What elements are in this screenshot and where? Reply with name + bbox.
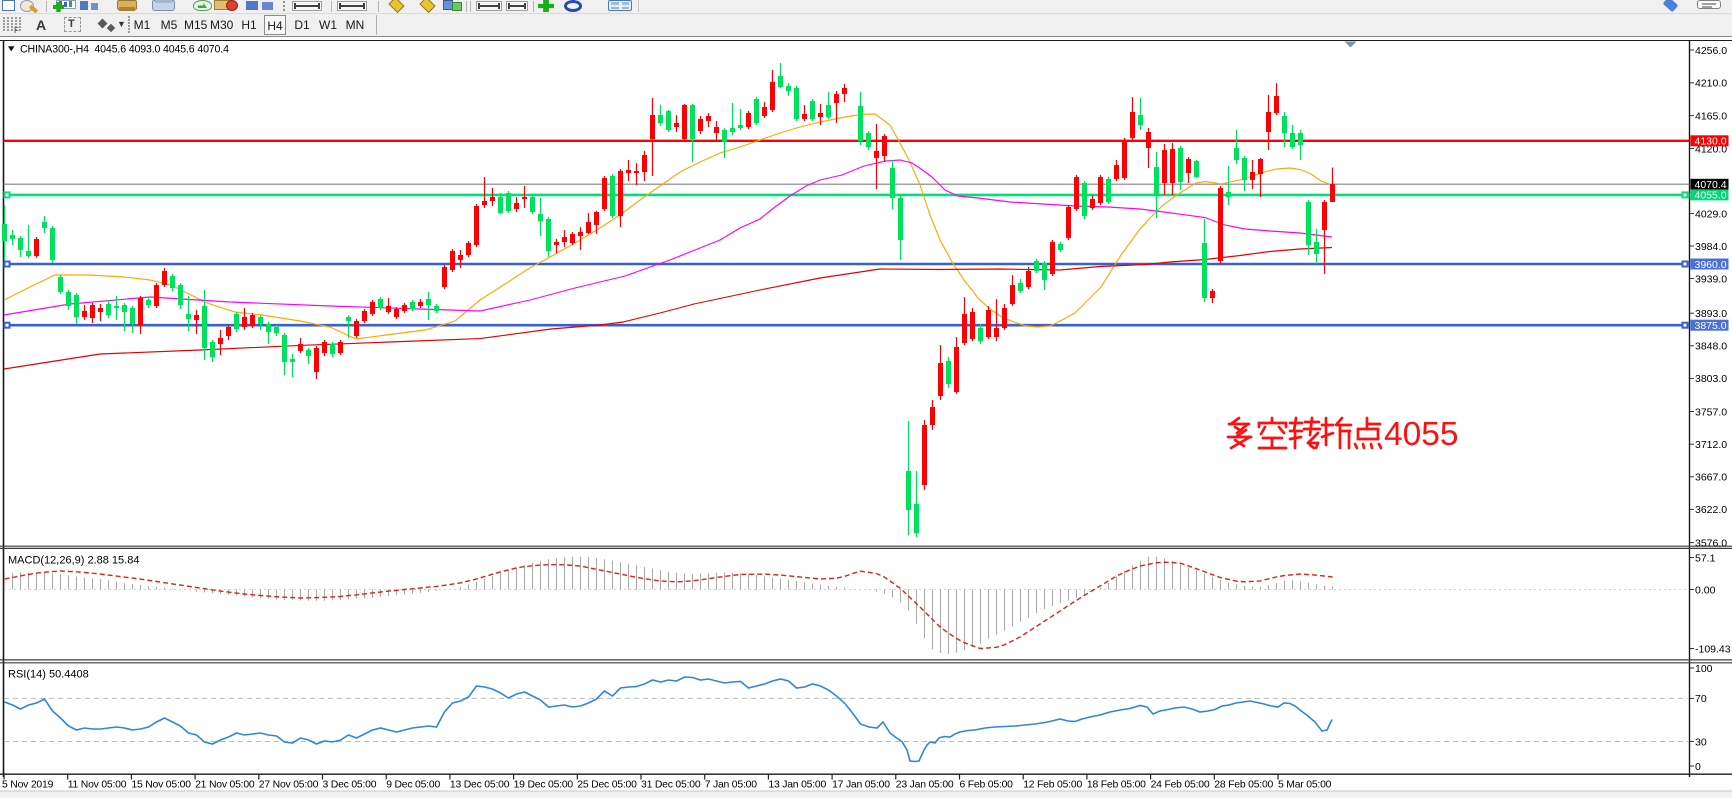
svg-text:57.1: 57.1 — [1695, 552, 1716, 564]
svg-text:0.00: 0.00 — [1695, 584, 1716, 596]
svg-text:7 Jan 05:00: 7 Jan 05:00 — [705, 780, 758, 791]
svg-text:4130.0: 4130.0 — [1695, 136, 1727, 148]
svg-text:3848.0: 3848.0 — [1695, 341, 1727, 353]
svg-text:4165.0: 4165.0 — [1695, 110, 1727, 122]
svg-text:3622.0: 3622.0 — [1695, 504, 1727, 516]
svg-text:3757.0: 3757.0 — [1695, 406, 1727, 418]
svg-text:0: 0 — [1695, 761, 1701, 773]
svg-text:27 Nov 05:00: 27 Nov 05:00 — [259, 780, 319, 791]
svg-text:100: 100 — [1695, 663, 1713, 675]
svg-text:3803.0: 3803.0 — [1695, 373, 1727, 385]
svg-text:13 Dec 05:00: 13 Dec 05:00 — [450, 780, 510, 791]
svg-text:13 Jan 05:00: 13 Jan 05:00 — [768, 780, 826, 791]
svg-text:5 Mar 05:00: 5 Mar 05:00 — [1278, 780, 1332, 791]
svg-text:12 Feb 05:00: 12 Feb 05:00 — [1023, 780, 1082, 791]
svg-text:3712.0: 3712.0 — [1695, 439, 1727, 451]
svg-text:CHINA300-,H4 4045.6 4093.0 40: CHINA300-,H4 4045.6 4093.0 4045.6 4070.4 — [20, 43, 229, 55]
svg-text:4055.0: 4055.0 — [1695, 190, 1727, 202]
svg-text:5 Nov 2019: 5 Nov 2019 — [2, 780, 54, 791]
svg-text:4210.0: 4210.0 — [1695, 78, 1727, 90]
svg-text:23 Jan 05:00: 23 Jan 05:00 — [896, 780, 954, 791]
svg-text:3893.0: 3893.0 — [1695, 308, 1727, 320]
svg-text:31 Dec 05:00: 31 Dec 05:00 — [641, 780, 701, 791]
svg-text:3939.0: 3939.0 — [1695, 273, 1727, 285]
svg-text:4029.0: 4029.0 — [1695, 208, 1727, 220]
svg-text:25 Dec 05:00: 25 Dec 05:00 — [577, 780, 637, 791]
svg-text:28 Feb 05:00: 28 Feb 05:00 — [1214, 780, 1273, 791]
svg-text:15 Nov 05:00: 15 Nov 05:00 — [131, 780, 191, 791]
svg-text:4055: 4055 — [1384, 416, 1459, 453]
svg-text:17 Jan 05:00: 17 Jan 05:00 — [832, 780, 890, 791]
svg-text:RSI(14) 50.4408: RSI(14) 50.4408 — [8, 669, 89, 681]
svg-text:3875.0: 3875.0 — [1695, 320, 1727, 332]
svg-text:MACD(12,26,9) 2.88 15.84: MACD(12,26,9) 2.88 15.84 — [8, 555, 139, 567]
svg-text:9 Dec 05:00: 9 Dec 05:00 — [386, 780, 440, 791]
svg-text:4070.4: 4070.4 — [1695, 179, 1727, 191]
svg-text:30: 30 — [1695, 736, 1707, 748]
svg-text:6 Feb 05:00: 6 Feb 05:00 — [960, 780, 1014, 791]
svg-text:18 Feb 05:00: 18 Feb 05:00 — [1087, 780, 1146, 791]
svg-text:3960.0: 3960.0 — [1695, 259, 1727, 271]
svg-text:3667.0: 3667.0 — [1695, 472, 1727, 484]
svg-text:24 Feb 05:00: 24 Feb 05:00 — [1151, 780, 1210, 791]
svg-text:70: 70 — [1695, 693, 1707, 705]
svg-text:4256.0: 4256.0 — [1695, 45, 1727, 57]
svg-text:3 Dec 05:00: 3 Dec 05:00 — [323, 780, 377, 791]
svg-text:21 Nov 05:00: 21 Nov 05:00 — [195, 780, 255, 791]
svg-text:3576.0: 3576.0 — [1695, 537, 1727, 549]
svg-text:19 Dec 05:00: 19 Dec 05:00 — [514, 780, 574, 791]
svg-text:11 Nov 05:00: 11 Nov 05:00 — [68, 780, 127, 791]
svg-text:-109.43: -109.43 — [1695, 643, 1731, 655]
svg-text:3984.0: 3984.0 — [1695, 241, 1727, 253]
